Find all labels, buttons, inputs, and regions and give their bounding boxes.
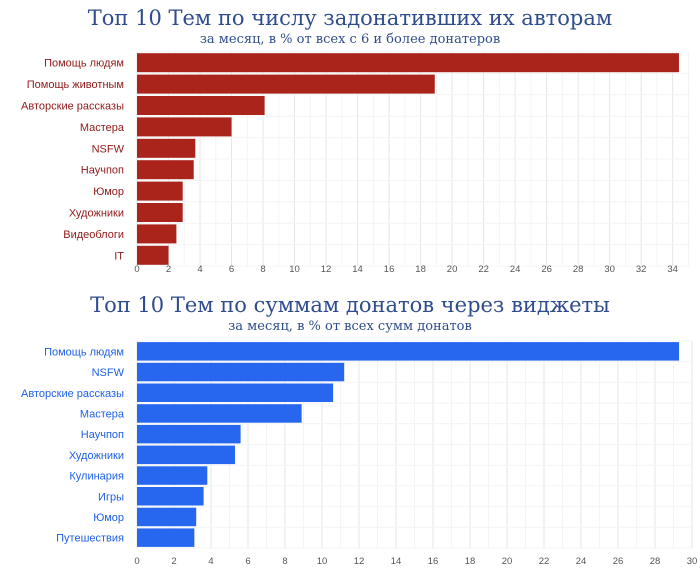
- bar: [137, 203, 183, 222]
- x-tick-label: 22: [539, 556, 550, 567]
- bar: [137, 160, 194, 180]
- chart2-plot: Помощь людям NSFW Авторские рассказы Мастер…: [21, 340, 698, 567]
- x-tick-label: 30: [604, 264, 615, 275]
- category-label: Мастера: [80, 408, 125, 420]
- x-tick-label: 20: [502, 556, 513, 567]
- chart1-title: Топ 10 Тем по числу задонативших их авто…: [88, 6, 612, 30]
- bar: [137, 404, 302, 423]
- x-tick-label: 20: [447, 264, 458, 275]
- bar: [137, 74, 435, 94]
- x-tick-label: 16: [384, 264, 395, 275]
- x-tick-label: 0: [134, 556, 139, 567]
- x-tick-label: 24: [510, 264, 521, 275]
- category-label: Авторские рассказы: [21, 388, 124, 400]
- bar: [137, 507, 197, 527]
- x-tick-label: 10: [289, 264, 300, 275]
- x-tick-label: 24: [576, 556, 587, 567]
- x-tick-label: 18: [415, 264, 426, 275]
- x-tick-label: 12: [321, 264, 332, 275]
- x-tick-label: 8: [260, 264, 265, 275]
- bar: [137, 445, 236, 465]
- x-tick-label: 12: [354, 556, 365, 567]
- x-tick-label: 22: [478, 264, 489, 275]
- bar: [137, 342, 680, 361]
- category-label: Кулинария: [69, 471, 124, 483]
- x-tick-label: 6: [229, 264, 234, 275]
- category-label: Юмор: [93, 186, 124, 198]
- bar: [137, 245, 169, 265]
- bar: [137, 138, 196, 158]
- x-tick-label: 0: [134, 264, 139, 275]
- x-tick-label: 28: [650, 556, 661, 567]
- category-label: NSFW: [92, 367, 125, 379]
- category-label: Авторские рассказы: [21, 101, 124, 113]
- x-tick-label: 16: [428, 556, 439, 567]
- category-label: Художники: [69, 208, 124, 220]
- category-label: Игры: [98, 491, 124, 503]
- bar: [137, 224, 177, 244]
- x-tick-label: 34: [667, 264, 678, 275]
- x-tick-label: 8: [282, 556, 287, 567]
- bar: [137, 53, 679, 73]
- x-tick-label: 2: [166, 264, 171, 275]
- x-tick-label: 32: [636, 264, 647, 275]
- bar: [137, 424, 241, 444]
- category-label: Юмор: [93, 512, 124, 524]
- category-label: Научпоп: [81, 429, 124, 441]
- bar: [137, 181, 183, 201]
- category-label: IT: [114, 250, 124, 262]
- x-tick-label: 28: [573, 264, 584, 275]
- category-label: Художники: [69, 450, 124, 462]
- bar: [137, 117, 232, 137]
- x-tick-label: 18: [465, 556, 476, 567]
- bar: [137, 466, 208, 485]
- bar: [137, 383, 334, 402]
- chart2-subtitle: за месяц, в % от всех сумм донатов: [228, 319, 472, 334]
- category-label: Мастера: [80, 122, 125, 134]
- bar: [137, 487, 204, 506]
- category-label: NSFW: [92, 143, 125, 155]
- x-tick-label: 26: [613, 556, 624, 567]
- category-label: Помощь животным: [27, 79, 124, 91]
- category-label: Видеоблоги: [63, 229, 124, 241]
- x-tick-label: 26: [541, 264, 552, 275]
- x-tick-label: 6: [245, 556, 250, 567]
- x-tick-label: 14: [391, 556, 402, 567]
- bar: [137, 96, 265, 115]
- x-tick-label: 30: [687, 556, 698, 567]
- category-label: Помощь людям: [44, 346, 124, 358]
- bar: [137, 528, 195, 547]
- chart1-subtitle: за месяц, в % от всех с 6 и более донате…: [200, 32, 500, 47]
- x-tick-label: 2: [171, 556, 176, 567]
- category-label: Научпоп: [81, 165, 124, 177]
- x-tick-label: 10: [317, 556, 328, 567]
- x-tick-label: 14: [352, 264, 363, 275]
- x-tick-label: 4: [208, 556, 213, 567]
- category-label: Путешествия: [56, 533, 124, 545]
- chart2-title: Топ 10 Тем по суммам донатов через видже…: [90, 293, 610, 317]
- x-tick-label: 4: [197, 264, 202, 275]
- chart1-plot: Помощь людям Помощь животным Авторские рас…: [21, 51, 690, 275]
- category-label: Помощь людям: [44, 58, 124, 70]
- bar: [137, 362, 345, 382]
